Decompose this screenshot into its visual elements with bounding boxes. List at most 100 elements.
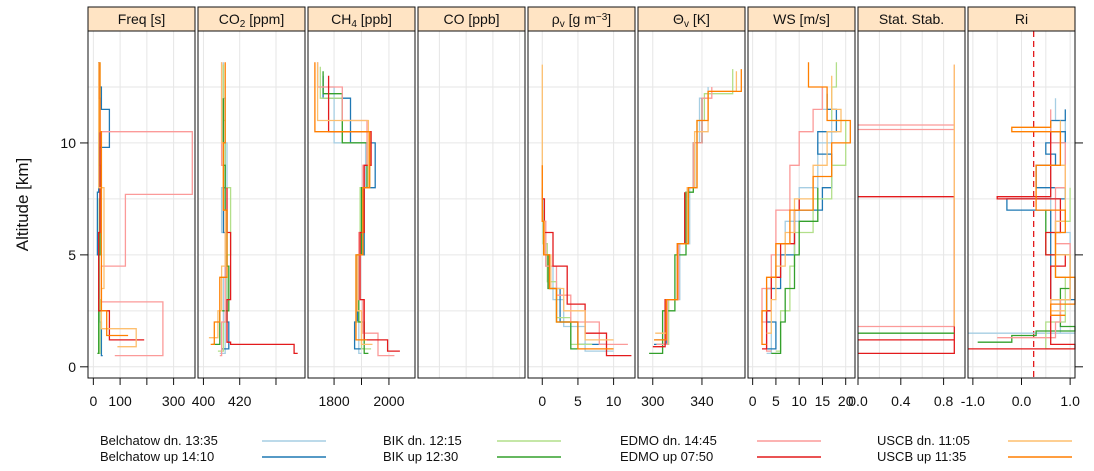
x-tick-label: 0 xyxy=(89,393,97,409)
panel-title: CH4 [ppb] xyxy=(331,11,392,30)
series-line-7 xyxy=(761,62,851,346)
legend-label: Belchatow dn. 13:35 xyxy=(100,433,218,448)
panel-strip xyxy=(87,6,196,32)
panel-title: WS [m/s] xyxy=(773,11,830,27)
y-axis-label: Altitude [km] xyxy=(13,158,32,252)
panel-2: CH4 [ppb] 1800 2000 xyxy=(307,6,416,409)
panel-title: CO [ppb] xyxy=(443,11,499,27)
x-tick-label: 20 xyxy=(838,393,854,409)
x-tick-label: 0 xyxy=(538,393,546,409)
legend-item: BIK up 12:30 xyxy=(383,449,561,464)
x-tick-label: 300 xyxy=(162,393,186,409)
panel-3: CO [ppb] xyxy=(417,6,526,379)
x-tick-label: -1.0 xyxy=(961,393,985,409)
panel-strip xyxy=(857,6,966,32)
x-tick-label: 10 xyxy=(791,393,807,409)
panel-8: Ri -1.0 0.0 1.0 xyxy=(961,6,1083,409)
panel-0: Freq [s] 0 100 300 xyxy=(87,6,196,409)
series-line-7 xyxy=(654,69,742,341)
series-line-3 xyxy=(541,187,578,350)
x-tick-label: 2000 xyxy=(373,393,404,409)
series-line-5 xyxy=(327,75,400,352)
panel-frame xyxy=(197,30,306,379)
series-line-7 xyxy=(210,62,228,346)
legend-label: USCB dn. 11:05 xyxy=(877,433,970,448)
panel-frame xyxy=(417,30,526,379)
series-line-4 xyxy=(858,64,955,328)
panel-title: Θv [K] xyxy=(673,11,710,30)
panel-5: Θv [K] 300 340 xyxy=(637,6,746,409)
legend-item: EDMO dn. 14:45 xyxy=(620,433,821,448)
panel-title: Ri xyxy=(1015,11,1028,27)
series-line-4 xyxy=(98,80,193,357)
panel-frame xyxy=(857,30,966,379)
series-line-2 xyxy=(1045,187,1071,350)
x-tick-label: 15 xyxy=(815,393,831,409)
series-line-4 xyxy=(219,62,226,357)
x-tick-label: 0.8 xyxy=(934,393,954,409)
panel-strip xyxy=(197,6,306,32)
legend-label: Belchatow up 14:10 xyxy=(100,449,214,464)
series-line-7 xyxy=(99,62,129,337)
x-tick-label: 0 xyxy=(749,393,757,409)
x-tick-label: 0.4 xyxy=(891,393,911,409)
legend-item: Belchatow up 14:10 xyxy=(100,449,326,464)
panel-strip xyxy=(527,6,636,32)
panel-frame xyxy=(87,30,196,379)
series-line-6 xyxy=(98,62,137,348)
series-line-5 xyxy=(98,62,145,341)
panel-frame xyxy=(637,30,746,379)
panel-strip xyxy=(307,6,416,32)
panel-strip xyxy=(747,6,856,32)
legend-label: EDMO up 07:50 xyxy=(620,449,713,464)
panel-frame xyxy=(747,30,856,379)
series-line-6 xyxy=(766,75,842,334)
panel-6: WS [m/s] 0 5 10 15 20 xyxy=(747,6,856,409)
series-line-1 xyxy=(96,64,111,357)
legend-label: BIK up 12:30 xyxy=(383,449,458,464)
panel-4: ρv [g m−3] 0 5 10 xyxy=(527,6,636,409)
x-tick-label: 0.0 xyxy=(848,393,868,409)
series-line-4 xyxy=(997,109,1071,339)
y-tick-label: 0 xyxy=(68,359,76,375)
legend-item: BIK dn. 12:15 xyxy=(383,433,561,448)
panel-title: Stat. Stab. xyxy=(879,11,944,27)
panel-title: Freq [s] xyxy=(118,11,165,27)
legend-item: USCB dn. 11:05 xyxy=(877,433,1072,448)
series-line-4 xyxy=(761,87,824,352)
x-tick-label: 5 xyxy=(772,393,780,409)
x-tick-label: 0.0 xyxy=(1012,393,1032,409)
legend-label: EDMO dn. 14:45 xyxy=(620,433,717,448)
panel-7: Stat. Stab. 0.0 0.4 0.8 xyxy=(848,6,966,409)
y-tick-label: 10 xyxy=(60,135,76,151)
x-tick-label: 10 xyxy=(606,393,622,409)
panel-strip xyxy=(637,6,746,32)
x-tick-label: 100 xyxy=(108,393,132,409)
series-line-7 xyxy=(541,165,614,350)
x-tick-label: 5 xyxy=(574,393,582,409)
series-line-1 xyxy=(322,75,376,350)
x-tick-label: 400 xyxy=(192,393,216,409)
series-line-5 xyxy=(858,196,955,355)
series-line-7 xyxy=(1011,120,1076,316)
x-tick-label: 300 xyxy=(641,393,665,409)
panel-title: CO2 [ppm] xyxy=(219,11,284,30)
series-line-5 xyxy=(226,187,298,355)
panel-1: CO2 [ppm] 400 420 xyxy=(192,6,306,409)
y-tick-label: 5 xyxy=(68,247,76,263)
legend-item: Belchatow dn. 13:35 xyxy=(100,433,326,448)
series-line-5 xyxy=(541,187,632,357)
legend-item: EDMO up 07:50 xyxy=(620,449,821,464)
series-line-2 xyxy=(657,69,734,346)
legend-label: BIK dn. 12:15 xyxy=(383,433,462,448)
series-line-7 xyxy=(314,62,371,341)
series-line-3 xyxy=(771,187,819,355)
legend-label: USCB up 11:35 xyxy=(877,449,966,464)
series-line-0 xyxy=(655,87,709,341)
x-tick-label: 340 xyxy=(690,393,714,409)
panel-frame xyxy=(527,30,636,379)
x-tick-label: 1.0 xyxy=(1060,393,1080,409)
series-line-2 xyxy=(775,62,847,352)
x-tick-label: 420 xyxy=(228,393,252,409)
